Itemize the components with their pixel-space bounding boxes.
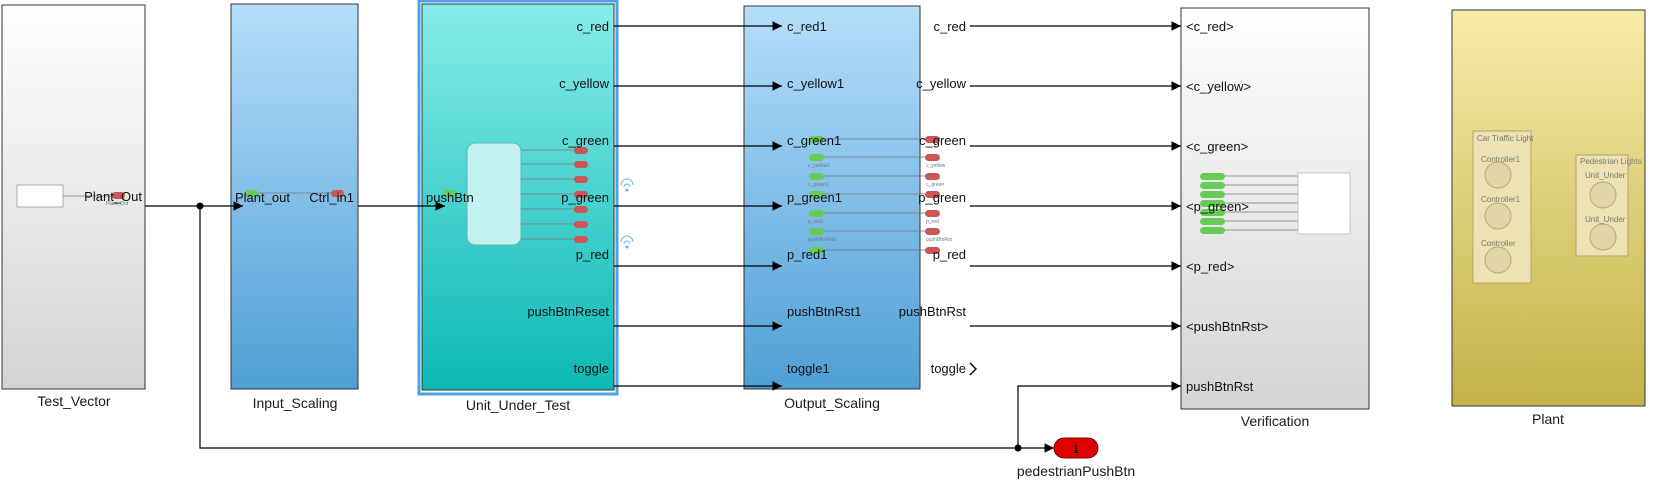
test-vector-block[interactable]: Plant_Out Plant_Out — [1, 4, 146, 390]
unit-under-test-block[interactable]: pushBtn c_red c_yellow c_green p_green p… — [417, 0, 634, 396]
os-out-port-label: toggle — [931, 361, 966, 376]
verification-in-port-label: <c_red> — [1186, 19, 1234, 34]
output-scaling-block[interactable]: c_yellow1 c_green1 p_red1 pushBtnRst1 c_… — [743, 5, 977, 390]
os-in-port-label: c_yellow1 — [787, 76, 844, 91]
input-scaling-block[interactable]: Plant_out Ctrl_in1 — [230, 3, 359, 390]
verification-name[interactable]: Verification — [1241, 413, 1309, 429]
svg-text:Unit_Under: Unit_Under — [1585, 171, 1626, 180]
verification-in-port-label: <c_yellow> — [1186, 79, 1251, 94]
uut-out-port-label: c_red — [576, 19, 609, 34]
os-out-port-label: c_red — [933, 19, 966, 34]
outport-name[interactable]: pedestrianPushBtn — [1017, 463, 1135, 479]
test-vector-tiny-label: Plant_Out — [106, 201, 129, 207]
unit-under-test-in-marker — [443, 190, 456, 197]
input-scaling-name[interactable]: Input_Scaling — [253, 395, 338, 411]
unit-under-test-selection — [417, 0, 619, 396]
svg-text:Controller: Controller — [1481, 239, 1516, 248]
svg-text:c_green: c_green — [926, 182, 944, 188]
unit-under-test-internal-lines — [521, 149, 574, 240]
uut-out-port-label: c_green — [562, 133, 609, 148]
verification-in-port-label: pushBtnRst — [1186, 379, 1254, 394]
output-scaling-name[interactable]: Output_Scaling — [784, 395, 880, 411]
os-out-port-label: pushBtnRst — [899, 304, 967, 319]
svg-text:p_red: p_red — [926, 219, 939, 225]
unit-under-test-in-port-label: pushBtn — [426, 190, 474, 205]
input-scaling-in-port-label: Plant_out — [235, 190, 290, 205]
svg-text:Car Traffic Light: Car Traffic Light — [1477, 134, 1534, 143]
uut-out-port-label: toggle — [574, 361, 609, 376]
os-out-port-label: p_green — [918, 190, 966, 205]
svg-text:p_red1: p_red1 — [808, 219, 824, 225]
unit-under-test-name[interactable]: Unit_Under_Test — [466, 397, 570, 413]
uut-out-port-label: pushBtnReset — [527, 304, 609, 319]
pedestrian-lights-panel: Pedestrian Lights Unit_Under Unit_Under — [1575, 154, 1642, 257]
branch-point — [196, 202, 204, 210]
svg-text:c_green1: c_green1 — [808, 182, 829, 188]
car-traffic-light-panel: Car Traffic Light Controller1 Controller… — [1472, 130, 1534, 284]
uut-out-port-label: p_red — [576, 247, 609, 262]
toggle-port-chevron-icon — [969, 362, 977, 376]
plant-block[interactable]: Car Traffic Light Controller1 Controller… — [1451, 9, 1646, 407]
verification-in-port-label: <pushBtnRst> — [1186, 319, 1268, 334]
os-in-port-label: c_green1 — [787, 133, 841, 148]
os-in-port-label: p_red1 — [787, 247, 827, 262]
svg-text:Controller1: Controller1 — [1481, 155, 1521, 164]
input-scaling-out-marker — [331, 190, 344, 197]
outport-block[interactable]: 1 — [1053, 437, 1099, 459]
car-lamp-icon — [1484, 202, 1512, 230]
verification-internal — [1200, 172, 1351, 235]
svg-text:Controller1: Controller1 — [1481, 195, 1521, 204]
os-in-port-label: pushBtnRst1 — [787, 304, 861, 319]
verification-in-port-label: <c_green> — [1186, 139, 1248, 154]
pedestrian-lamp-icon — [1589, 223, 1617, 251]
test-vector-out-port-label: Plant_Out — [84, 189, 142, 204]
unit-under-test-chart-icon — [466, 142, 522, 246]
signal-line — [1017, 381, 1181, 448]
svg-text:pushBtnRst1: pushBtnRst1 — [808, 237, 837, 243]
svg-text:Pedestrian Lights: Pedestrian Lights — [1580, 157, 1642, 166]
car-lamp-icon — [1484, 161, 1512, 189]
svg-text:c_yellow: c_yellow — [926, 163, 946, 169]
input-scaling-out-port-label: Ctrl_in1 — [309, 190, 354, 205]
signal-line — [199, 206, 1054, 453]
verification-in-port-label: <p_red> — [1186, 259, 1234, 274]
svg-text:pushBtnRst: pushBtnRst — [926, 237, 952, 243]
os-out-port-label: p_red — [933, 247, 966, 262]
os-out-port-label: c_green — [919, 133, 966, 148]
uut-out-port-label: c_yellow — [559, 76, 609, 91]
uut-out-port-label: p_green — [561, 190, 609, 205]
branch-point — [1014, 444, 1022, 452]
test-vector-inner-icon — [16, 184, 64, 208]
car-lamp-icon — [1484, 246, 1512, 274]
signal-lines — [145, 21, 1181, 453]
svg-text:c_yellow1: c_yellow1 — [808, 163, 830, 169]
unit-under-test-out-markers — [574, 147, 588, 243]
plant-name[interactable]: Plant — [1532, 411, 1564, 427]
os-in-port-label: p_green1 — [787, 190, 842, 205]
pedestrian-lamp-icon — [1589, 181, 1617, 209]
test-vector-port-marker — [112, 192, 125, 199]
os-in-port-label: c_red1 — [787, 19, 827, 34]
outport-number: 1 — [1073, 442, 1080, 456]
os-out-port-label: c_yellow — [916, 76, 966, 91]
test-vector-name[interactable]: Test_Vector — [37, 393, 110, 409]
svg-text:Unit_Under: Unit_Under — [1585, 215, 1626, 224]
verification-in-port-label: <p_green> — [1186, 199, 1249, 214]
verification-block[interactable]: <c_red> <c_yellow> <c_green> <p_green> <… — [1180, 7, 1370, 410]
input-scaling-in-marker — [245, 190, 258, 197]
wifi-icon — [620, 178, 634, 249]
os-in-port-label: toggle1 — [787, 361, 830, 376]
output-scaling-internal: c_yellow1 c_green1 p_red1 pushBtnRst1 c_… — [808, 136, 952, 254]
